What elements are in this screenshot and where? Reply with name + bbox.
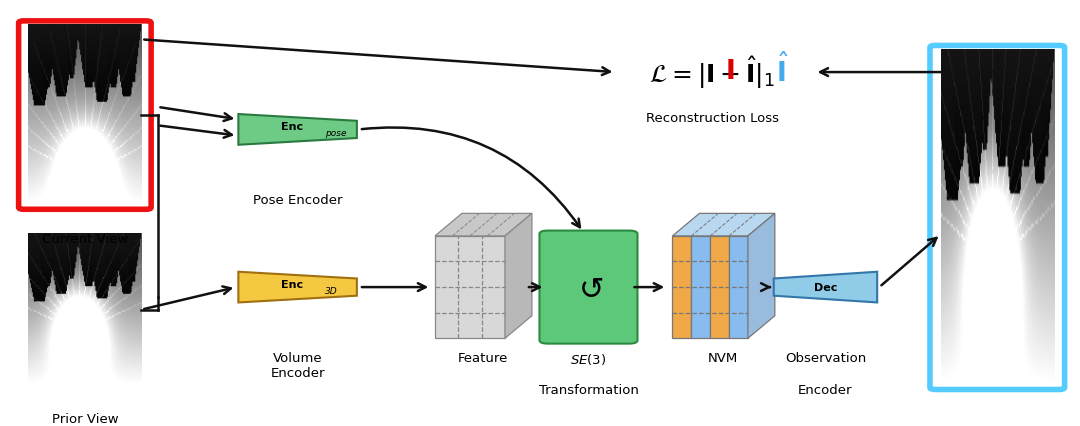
Text: $\it{SE}$(3): $\it{SE}$(3) xyxy=(570,351,607,366)
Polygon shape xyxy=(773,272,877,303)
Text: Reconstruction Loss: Reconstruction Loss xyxy=(646,112,779,125)
FancyBboxPatch shape xyxy=(435,236,505,339)
Text: Pose Encoder: Pose Encoder xyxy=(253,193,342,207)
FancyBboxPatch shape xyxy=(540,231,637,344)
Polygon shape xyxy=(748,214,774,339)
Polygon shape xyxy=(505,214,532,339)
Bar xyxy=(691,236,711,339)
Text: $\mathcal{L} = |\mathbf{I} - \hat{\mathbf{I}}|_1$: $\mathcal{L} = |\mathbf{I} - \hat{\mathb… xyxy=(649,55,775,91)
Polygon shape xyxy=(239,272,356,303)
Text: pose: pose xyxy=(325,129,346,138)
Text: $\hat{\mathbf{I}}$: $\hat{\mathbf{I}}$ xyxy=(777,53,788,88)
Text: $\circlearrowleft$: $\circlearrowleft$ xyxy=(572,273,604,302)
Polygon shape xyxy=(435,214,532,236)
Text: Current View: Current View xyxy=(42,232,129,245)
Text: Observation: Observation xyxy=(785,351,866,364)
Polygon shape xyxy=(673,214,774,236)
Text: Volume
Encoder: Volume Encoder xyxy=(270,351,325,379)
Bar xyxy=(729,236,748,339)
Text: Prior View: Prior View xyxy=(52,412,118,425)
Text: Dec: Dec xyxy=(813,282,837,292)
Polygon shape xyxy=(239,115,356,145)
Text: Enc: Enc xyxy=(281,279,303,289)
Bar xyxy=(673,236,691,339)
Text: Feature: Feature xyxy=(458,351,508,364)
Bar xyxy=(711,236,729,339)
Text: 3D: 3D xyxy=(325,286,337,295)
Text: $\mathbf{I}$: $\mathbf{I}$ xyxy=(725,59,734,85)
Text: Transformation: Transformation xyxy=(539,383,638,397)
Text: Enc: Enc xyxy=(281,122,303,132)
Text: NVM: NVM xyxy=(708,351,739,364)
Text: Encoder: Encoder xyxy=(798,383,853,397)
